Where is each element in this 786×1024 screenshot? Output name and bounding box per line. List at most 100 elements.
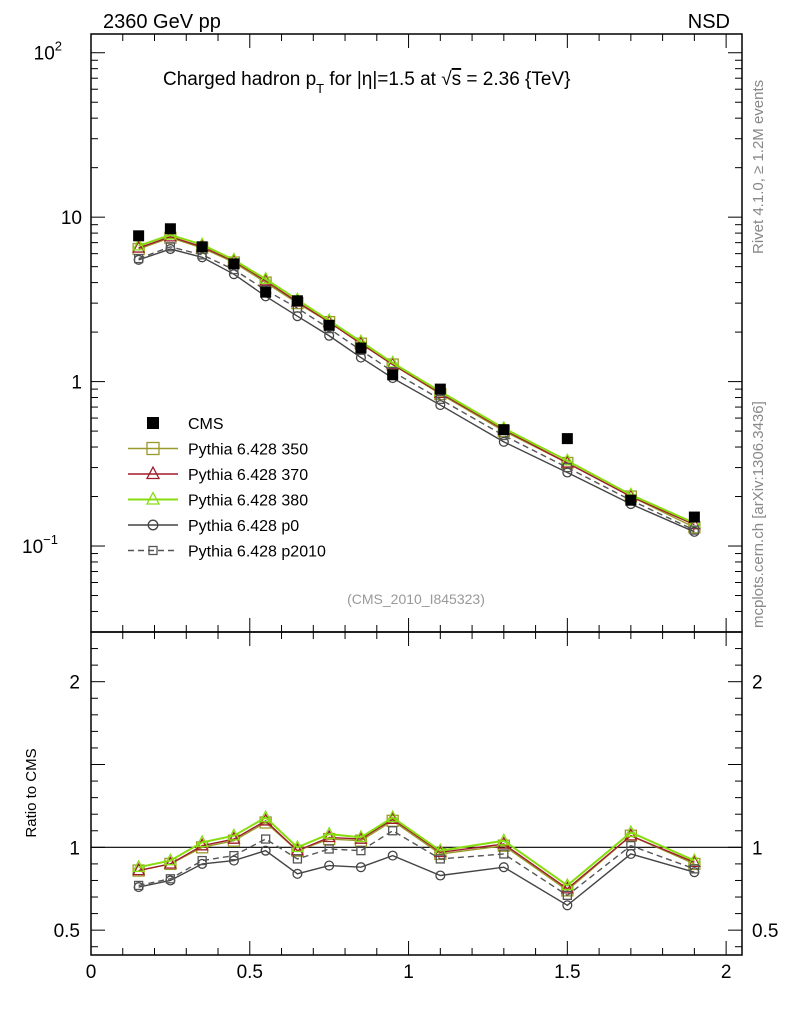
circle-marker: [355, 862, 366, 873]
ratio-panel-frame: [90, 631, 743, 956]
ratio-tick-label-left: 0.5: [54, 921, 80, 942]
data-marker: [387, 369, 399, 381]
data-marker: [625, 494, 637, 506]
y-tick-base: 10: [61, 208, 82, 229]
triangle-marker: [195, 834, 209, 848]
square-marker: [261, 834, 271, 844]
x-tick-label: 0: [86, 962, 97, 983]
legend-label: Pythia 6.428 380: [188, 493, 308, 510]
square-marker: [148, 545, 158, 556]
title-pre: Charged hadron p: [163, 69, 316, 90]
triangle-marker: [386, 809, 400, 823]
y-tick-exponent: −1: [43, 532, 58, 547]
triangle-marker: [624, 824, 638, 838]
legend-label: Pythia 6.428 350: [188, 442, 308, 459]
data-marker: [260, 286, 272, 298]
series-line: [138, 248, 695, 533]
ratio-tick-label-left: 1: [69, 838, 80, 859]
square-marker: [435, 854, 445, 864]
triangle-marker: [163, 852, 177, 866]
triangle-marker: [560, 453, 574, 466]
title-mid: for |η|=1.5 at √: [324, 69, 452, 90]
data-marker: [164, 223, 176, 235]
square-marker: [388, 826, 398, 836]
square-marker: [435, 394, 445, 404]
square-marker: [324, 844, 334, 854]
ratio-tick-label-right: 0.5: [752, 921, 778, 942]
circle-marker: [435, 400, 446, 411]
x-tick-label: 1.5: [554, 962, 580, 983]
title-post: = 2.36 {TeV}: [461, 69, 570, 90]
circle-marker: [498, 862, 509, 873]
ratio-series-line: [138, 818, 695, 890]
triangle-marker: [132, 238, 146, 251]
triangle-marker: [145, 465, 161, 480]
data-marker: [133, 230, 145, 242]
x-tick-label: 2: [721, 962, 732, 983]
triangle-marker: [145, 491, 161, 505]
square-marker: [146, 441, 160, 456]
x-tick-label: 0.5: [237, 962, 263, 983]
triangle-marker: [687, 854, 701, 868]
data-marker: [291, 295, 303, 307]
circle-marker: [498, 436, 509, 447]
ratio-series-layer: [132, 809, 701, 911]
square-marker: [356, 845, 366, 856]
square-marker: [165, 874, 176, 884]
circle-marker: [292, 868, 303, 879]
triangle-marker: [322, 826, 336, 839]
circle-marker: [147, 519, 159, 531]
main-series-layer: [132, 223, 701, 537]
main-panel-frame: [90, 33, 743, 633]
triangle-marker: [132, 859, 146, 872]
legend-label: Pythia 6.428 p2010: [188, 544, 326, 561]
square-marker: [165, 242, 176, 252]
square-marker: [133, 880, 144, 891]
data-marker: [228, 258, 240, 270]
triangle-marker: [227, 828, 241, 841]
legend: CMS Pythia 6.428 350 Pythia 6.428 370 Pythi…: [128, 416, 326, 561]
title-subscript: T: [316, 81, 324, 96]
triangle-marker: [259, 271, 273, 284]
y-tick-base: 10: [34, 44, 55, 65]
square-marker: [197, 855, 207, 866]
data-marker: [561, 433, 573, 445]
triangle-marker: [163, 856, 177, 869]
data-marker: [147, 417, 159, 429]
square-marker: [292, 854, 303, 864]
series-line: [138, 246, 695, 531]
triangle-marker: [354, 829, 368, 843]
circle-marker: [324, 330, 335, 341]
ratio-series-line: [138, 849, 695, 907]
circle-marker: [260, 845, 271, 856]
ratio-axis-ticks: 2 2 1 1 0.5 0.5: [54, 648, 778, 948]
circle-marker: [435, 870, 446, 881]
triangle-marker: [560, 881, 574, 894]
legend-label: CMS: [188, 416, 224, 433]
y-tick-base: 10: [22, 537, 43, 558]
y-tick-label: 102: [34, 39, 62, 65]
square-marker: [689, 525, 700, 535]
data-marker: [688, 511, 700, 523]
square-marker: [689, 864, 700, 874]
y-tick-label: 1: [71, 373, 82, 394]
square-marker: [562, 462, 572, 473]
square-marker: [562, 890, 572, 901]
triangle-marker: [259, 809, 273, 823]
square-marker: [229, 850, 239, 861]
triangle-marker: [227, 831, 241, 844]
triangle-marker: [687, 516, 701, 530]
y-tick-label: 10: [61, 208, 82, 229]
ratio-tick-label-left: 2: [69, 673, 80, 694]
legend-label: Pythia 6.428 p0: [188, 518, 299, 535]
ratio-tick-label-right: 1: [752, 838, 763, 859]
circle-marker: [387, 850, 398, 861]
data-marker: [355, 342, 367, 354]
square-marker: [133, 253, 144, 264]
ratio-tick-label-right: 2: [752, 673, 763, 694]
header-right-label: NSD: [688, 11, 730, 33]
title-overline: s: [452, 69, 462, 90]
y-tick-label: 10−1: [22, 532, 58, 558]
